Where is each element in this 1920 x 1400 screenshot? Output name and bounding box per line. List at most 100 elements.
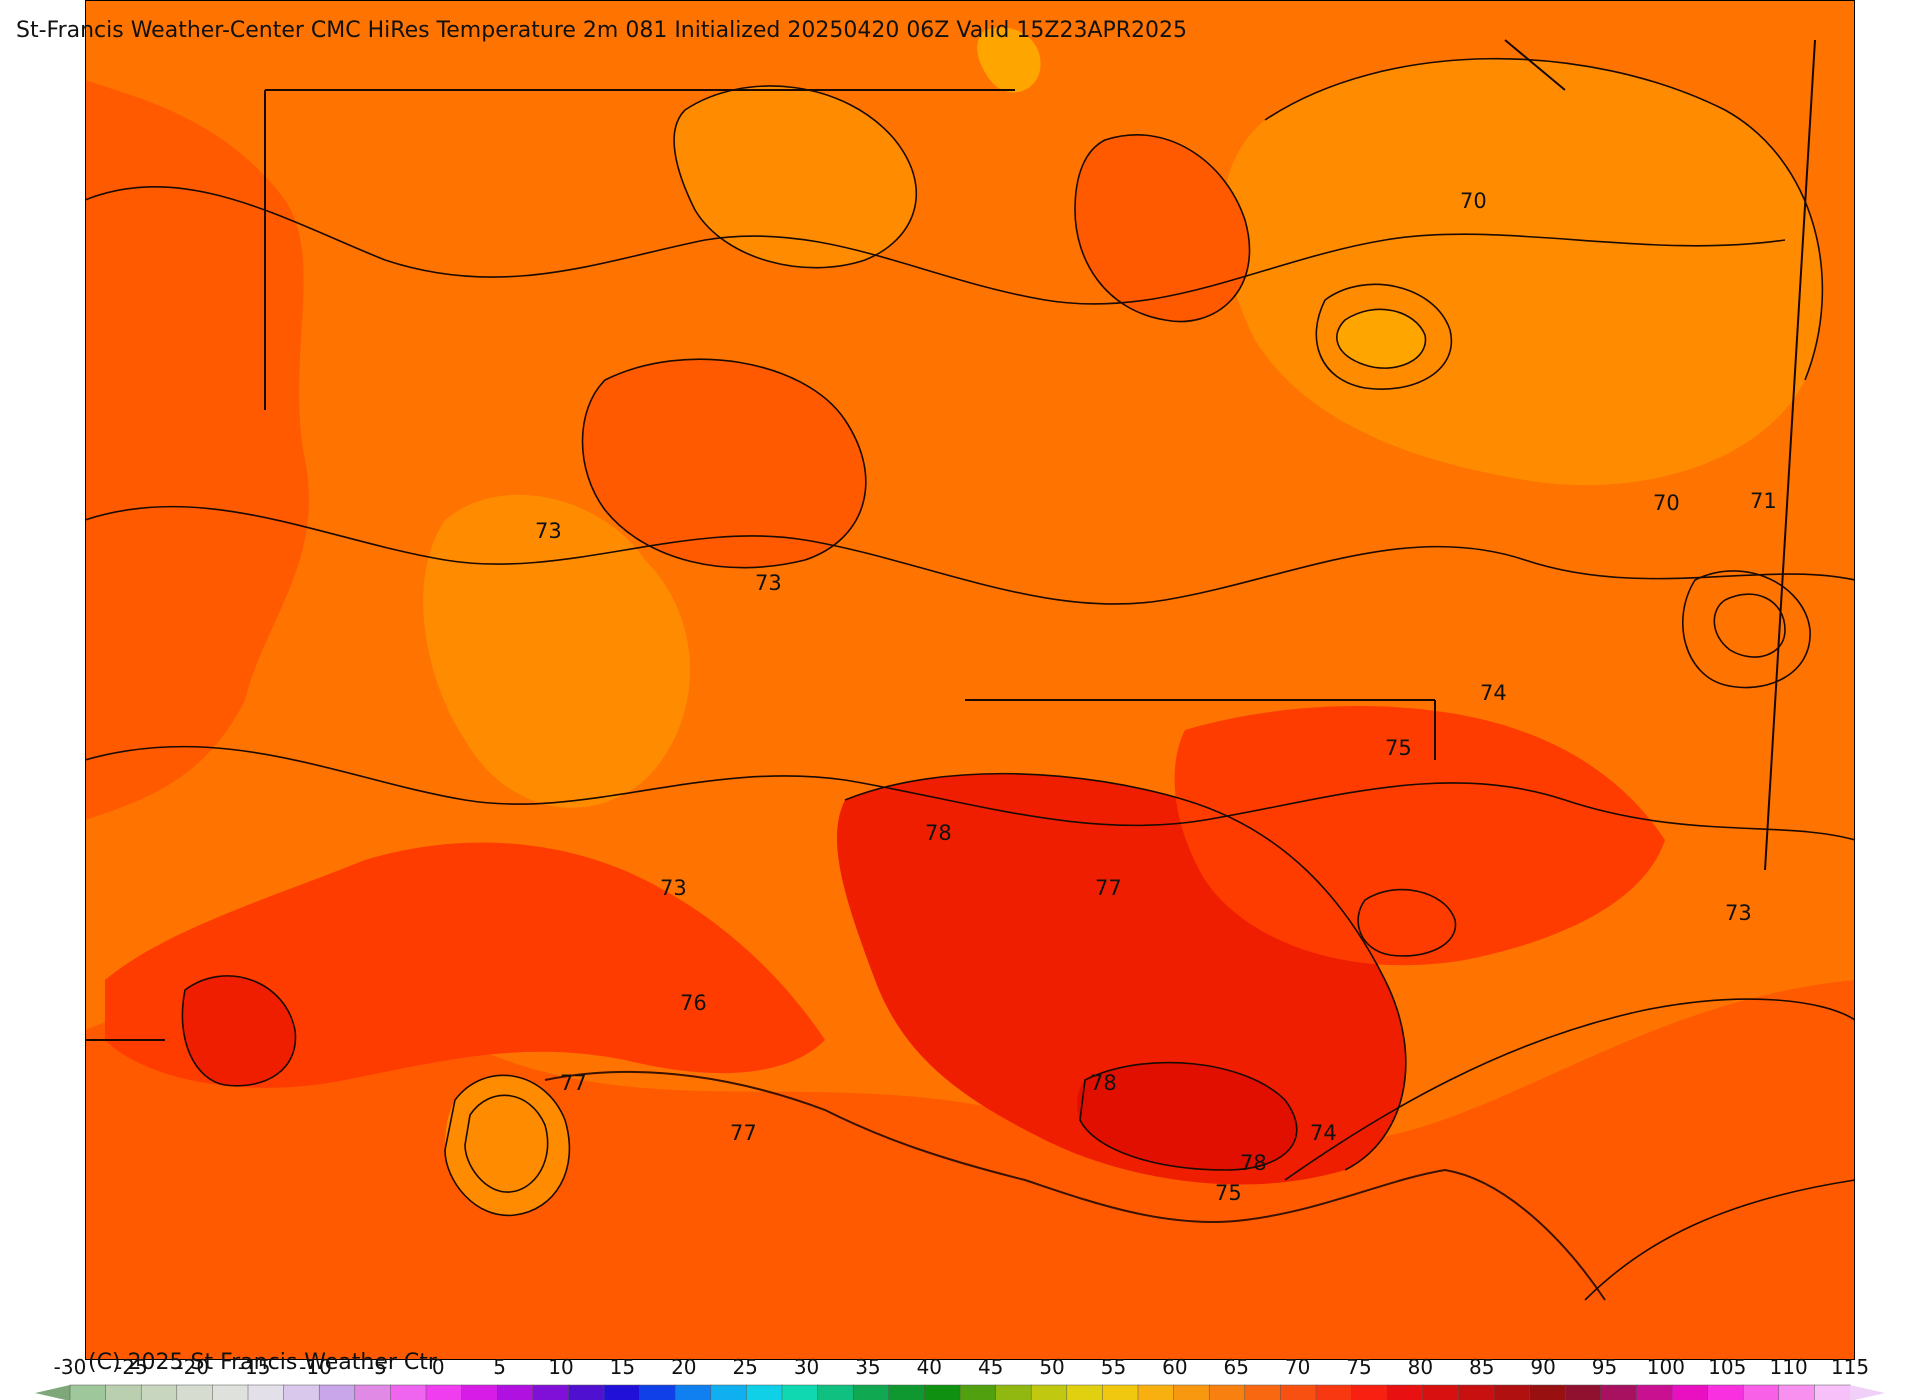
colorbar-cell: [1814, 1384, 1851, 1400]
state-border: [85, 39, 1816, 1041]
colorbar-tick-label: 0: [432, 1355, 445, 1379]
colorbar: -30 -25 -20 -15 -10 -5 0 5 10 15 20 25 30 35 40 45 50 55 6…: [35, 1355, 1885, 1400]
contour-label: 75: [1385, 736, 1412, 760]
contour-label: 77: [730, 1121, 757, 1145]
colorbar-cell: [1742, 1384, 1780, 1400]
colorbar-cell: [1244, 1384, 1282, 1400]
colorbar-cell: [1351, 1384, 1388, 1400]
colorbar-tick-label: 20: [671, 1355, 696, 1379]
colorbar-arrow-left: [35, 1385, 70, 1400]
colorbar-cell: [568, 1384, 605, 1400]
colorbar-cell: [603, 1384, 641, 1400]
colorbar-cell: [1671, 1384, 1709, 1400]
colorbar-tick-label: -10: [299, 1355, 332, 1379]
colorbar-cell: [212, 1384, 249, 1400]
colorbar-tick-label: 5: [493, 1355, 506, 1379]
colorbar-cell: [1208, 1384, 1246, 1400]
colorbar-tick-label: 75: [1346, 1355, 1371, 1379]
colorbar-tick-label: 15: [610, 1355, 635, 1379]
colorbar-tick-label: 100: [1647, 1355, 1685, 1379]
colorbar-tick-label: 30: [794, 1355, 819, 1379]
contour-label: 71: [1750, 489, 1777, 513]
west-warm-zone: [85, 80, 310, 820]
colorbar-cell: [140, 1384, 178, 1400]
colorbar-cell: [1386, 1384, 1424, 1400]
colorbar-tick-label: 40: [917, 1355, 942, 1379]
colorbar-cell: [496, 1384, 534, 1400]
colorbar-tick-label: 95: [1592, 1355, 1617, 1379]
colorbar-tick-label: 60: [1162, 1355, 1187, 1379]
colorbar-tick-label: 55: [1101, 1355, 1126, 1379]
colorbar-cell: [1280, 1384, 1317, 1400]
contour-label: 70: [1653, 491, 1680, 515]
colorbar-tick-label: -15: [238, 1355, 271, 1379]
colorbar-tick-label: -25: [115, 1355, 148, 1379]
colorbar-tick-label: 25: [732, 1355, 757, 1379]
colorbar-tick-label: 45: [978, 1355, 1003, 1379]
west-warm-spot: [182, 975, 296, 1086]
colorbar-cell: [283, 1384, 320, 1400]
colorbar-cell: [1564, 1384, 1602, 1400]
colorbar-tick-label: 110: [1770, 1355, 1808, 1379]
contour-label: 73: [535, 519, 562, 543]
colorbar-cell: [1137, 1384, 1175, 1400]
colorbar-tick-label: 80: [1408, 1355, 1433, 1379]
colorbar-cell: [425, 1384, 463, 1400]
colorbar-cell: [710, 1384, 748, 1400]
gulf-zone: [85, 980, 1855, 1360]
east-warm-zone: [1174, 706, 1665, 966]
colorbar-tick-label: 105: [1708, 1355, 1746, 1379]
colorbar-cell: [105, 1384, 142, 1400]
colorbar-tick-label: 70: [1285, 1355, 1310, 1379]
colorbar-cell: [1707, 1384, 1744, 1400]
colorbar-cell: [1458, 1384, 1495, 1400]
colorbar-cell: [390, 1384, 427, 1400]
contour-label: 77: [1095, 876, 1122, 900]
colorbar-cell: [1102, 1384, 1139, 1400]
contour-label: 70: [1460, 189, 1487, 213]
contour-label: 73: [755, 571, 782, 595]
contour-label: 74: [1310, 1121, 1337, 1145]
colorbar-arrow-right: [1850, 1385, 1885, 1400]
colorbar-cell: [781, 1384, 819, 1400]
colorbar-cell: [1315, 1384, 1353, 1400]
colorbar-cells: [69, 1384, 1851, 1400]
contour-label: 73: [1725, 901, 1752, 925]
contour-label: 78: [1240, 1151, 1267, 1175]
colorbar-cell: [318, 1384, 356, 1400]
northeast-warm-zone: [1075, 134, 1250, 322]
colorbar-cell: [247, 1384, 285, 1400]
colorbar-cell: [746, 1384, 783, 1400]
colorbar-cell: [1066, 1384, 1104, 1400]
colorbar-tick-label: 50: [1039, 1355, 1064, 1379]
colorbar-tick-label: 35: [855, 1355, 880, 1379]
map-title: St-Francis Weather-Center CMC HiRes Temp…: [16, 18, 1188, 43]
colorbar-cell: [1529, 1384, 1566, 1400]
colorbar-tick-label: 10: [548, 1355, 573, 1379]
colorbar-ticks: -30 -25 -20 -15 -10 -5 0 5 10 15 20 25 30 35 40 45 50 55 6…: [54, 1355, 1869, 1379]
colorbar-cell: [924, 1384, 961, 1400]
temperature-map: 70 70 71 73 73 74 75 78 77 73 76 77 77 7…: [85, 0, 1855, 1360]
gulf-cool-spot: [445, 1075, 570, 1216]
colorbar-cell: [69, 1384, 107, 1400]
colorbar-tick-label: -5: [367, 1355, 387, 1379]
north-yellow-spot: [977, 27, 1041, 93]
northeast-cool-zone: [1222, 58, 1823, 486]
colorbar-cell: [888, 1384, 926, 1400]
colorbar-cell: [1422, 1384, 1460, 1400]
colorbar-cell: [1778, 1384, 1816, 1400]
colorbar-cell: [532, 1384, 570, 1400]
colorbar-cell: [995, 1384, 1032, 1400]
colorbar-tick-label: 90: [1530, 1355, 1555, 1379]
isotherm-lines: [85, 57, 1855, 1301]
central-cool-zone: [423, 494, 690, 808]
colorbar-cell: [461, 1384, 498, 1400]
contour-label: 73: [660, 876, 687, 900]
colorbar-tick-label: 115: [1831, 1355, 1869, 1379]
mid-warm-zone: [582, 359, 866, 568]
colorbar-cell: [176, 1384, 214, 1400]
north-cool-zone: [674, 86, 917, 268]
colorbar-tick-label: 85: [1469, 1355, 1494, 1379]
contour-label: 78: [1090, 1071, 1117, 1095]
contour-label: 74: [1480, 681, 1507, 705]
